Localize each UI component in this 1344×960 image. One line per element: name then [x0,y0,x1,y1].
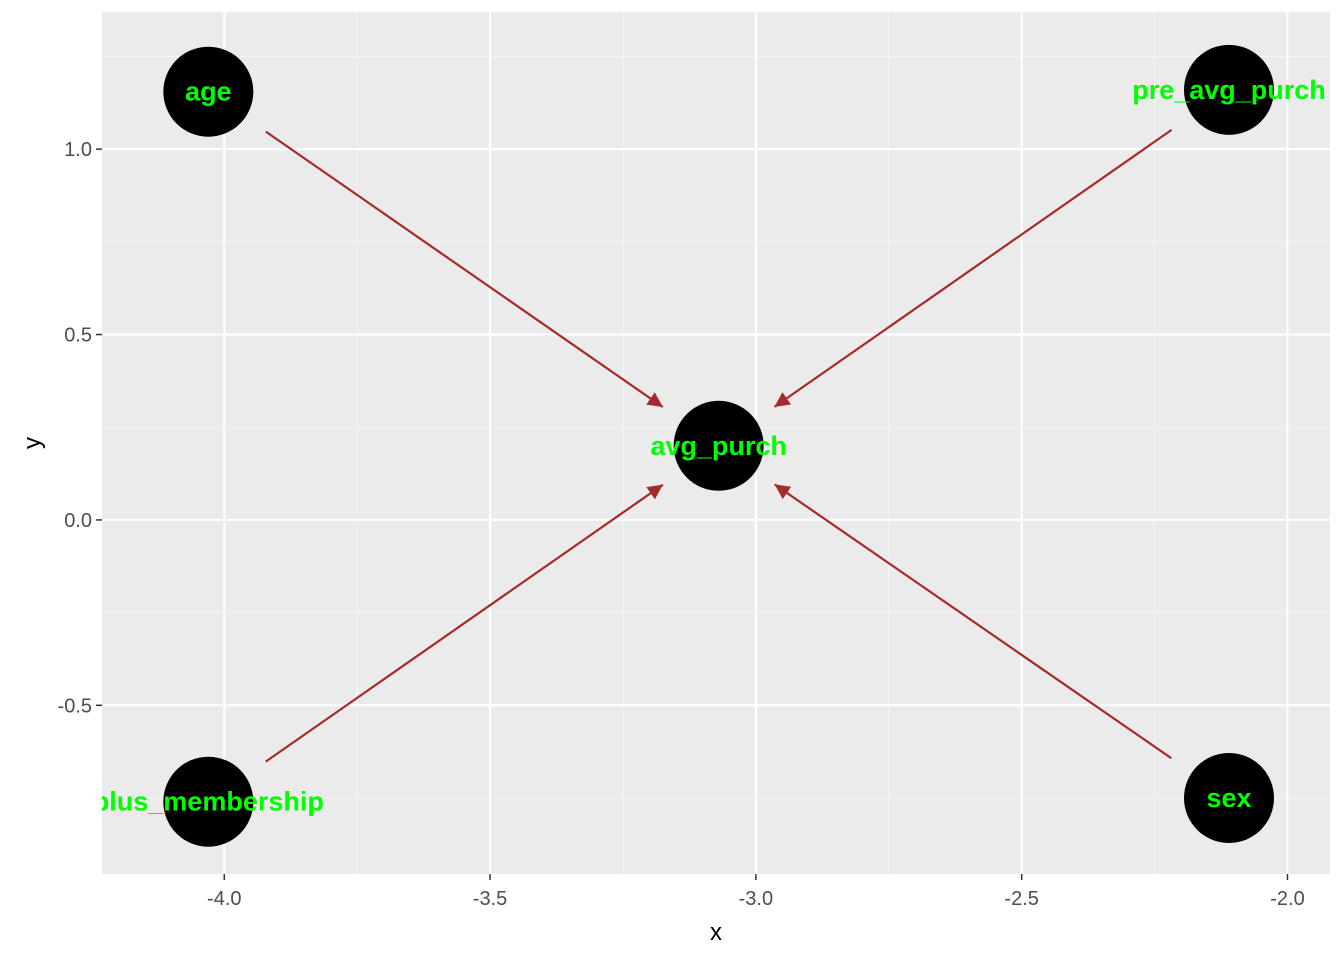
node-age [163,46,254,137]
edges [265,128,1173,763]
x-tick-label: -2.5 [1004,888,1038,910]
node-label-age: age [185,77,232,107]
x-axis-title: x [710,919,722,946]
x-tick-label: -3.5 [473,888,507,910]
x-tick-label: -3.0 [739,888,773,910]
edge-age-to-avg_purch [265,130,664,408]
node-plus_membership [163,756,254,847]
minor-gridlines [102,12,1330,874]
y-tick-label: 1.0 [64,139,92,161]
y-axis: -0.5 0.0 0.5 1.0 [58,139,102,717]
nodes: age pre_avg_purch avg_purch plus_membership… [93,44,1326,847]
node-label-avg_purch: avg_purch [650,431,787,461]
edge-sex-to-avg_purch [773,483,1173,760]
y-tick-label: -0.5 [58,695,92,717]
node-sex [1183,752,1274,843]
node-label-plus_membership: plus_membership [93,787,324,817]
node-label-sex: sex [1206,783,1251,813]
x-tick-label: -4.0 [207,888,241,910]
y-tick-label: 0.0 [64,510,92,532]
edge-pre_avg_purch-to-avg_purch [773,128,1173,408]
y-axis-title: y [19,437,46,449]
y-tick-label: 0.5 [64,325,92,347]
node-label-pre_avg_purch: pre_avg_purch [1132,75,1326,105]
node-avg_purch [673,400,764,491]
node-pre_avg_purch [1183,44,1274,135]
x-axis: -4.0 -3.5 -3.0 -2.5 -2.0 [207,874,1305,910]
x-tick-label: -2.0 [1270,888,1304,910]
edge-plus_membership-to-avg_purch [265,483,664,763]
major-gridlines [102,12,1330,874]
